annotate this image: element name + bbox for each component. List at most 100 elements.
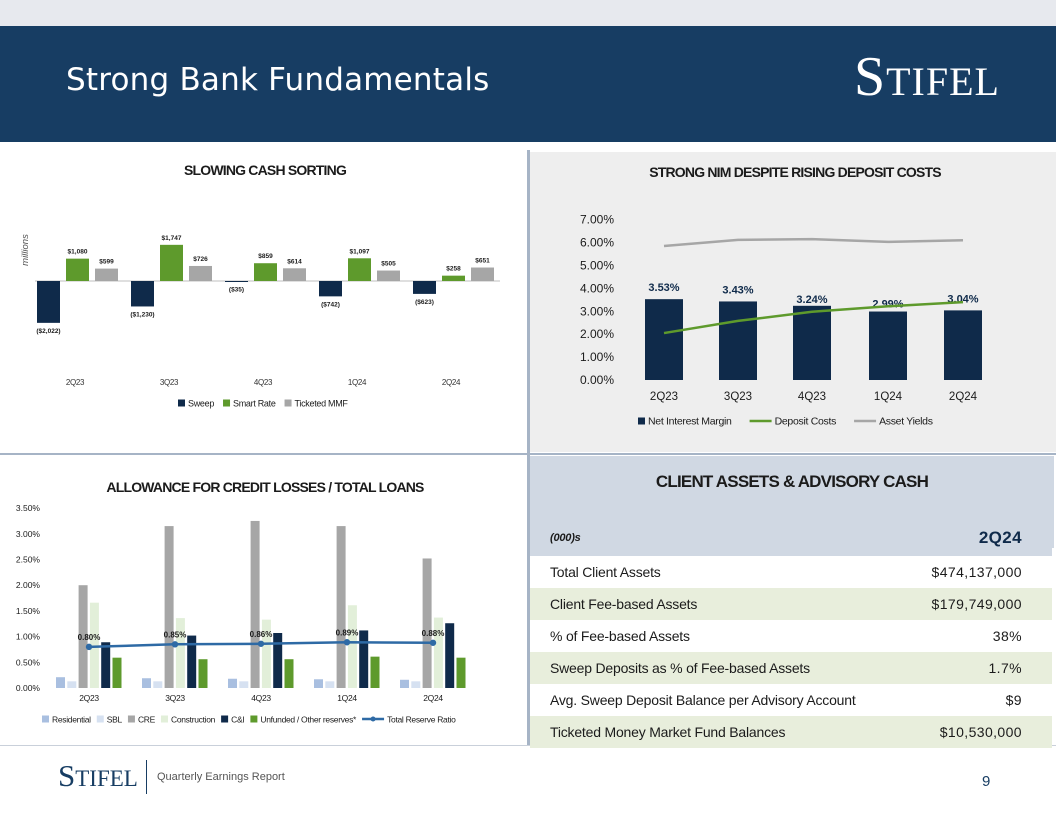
bar-ci: [359, 630, 369, 688]
bar-net-interest-margin: [719, 301, 757, 380]
footer-subtitle: Quarterly Earnings Report: [157, 771, 285, 783]
acl-title: ALLOWANCE FOR CREDIT LOSSES / TOTAL LOAN…: [106, 479, 424, 495]
bar-sweep: [131, 281, 154, 307]
legend-label: Unfunded / Other reserves*: [260, 715, 357, 725]
row-label: Client Fee-based Assets: [530, 588, 901, 620]
data-label: ($1,230): [130, 311, 154, 318]
legend-swatch: [42, 715, 49, 723]
legend-label: Net Interest Margin: [648, 416, 732, 428]
data-label: 0.86%: [250, 630, 273, 639]
reserve-marker: [429, 639, 437, 646]
footer-logo-rest: TIFEL: [75, 766, 138, 791]
reserve-marker: [171, 641, 179, 648]
footer-divider: [0, 745, 1056, 746]
bar-construction: [89, 602, 99, 688]
cash-sorting-title: SLOWING CASH SORTING: [183, 162, 347, 178]
bar-sbl: [411, 681, 421, 688]
bar-unfunded: [198, 659, 208, 688]
bar-ticketed-mmf: [471, 267, 494, 281]
x-tick-label: 3Q23: [165, 693, 185, 703]
vertical-divider: [527, 150, 530, 746]
client-assets-title: CLIENT ASSETS & ADVISORY CASH: [655, 472, 929, 491]
row-label: Avg. Sweep Deposit Balance per Advisory …: [530, 684, 901, 716]
row-value: $10,530,000: [900, 716, 1052, 748]
unit-label: (000)s: [530, 520, 901, 556]
legend-label: Total Reserve Ratio: [387, 715, 456, 725]
y-tick-label: 6.00%: [580, 236, 614, 250]
bar-net-interest-margin: [645, 299, 683, 380]
footer-separator: [146, 760, 147, 794]
legend-label: C&I: [231, 715, 244, 725]
y-tick-label: 0.00%: [580, 373, 614, 387]
y-tick-label: 0.50%: [16, 657, 41, 667]
data-label: $258: [446, 266, 461, 273]
data-label: 0.85%: [164, 630, 187, 639]
legend-label: Deposit Costs: [775, 416, 837, 428]
x-tick-label: 4Q23: [254, 378, 273, 387]
legend-swatch: [638, 417, 645, 425]
y-tick-label: 2.00%: [16, 580, 41, 590]
x-tick-label: 4Q23: [798, 391, 826, 403]
legend-label: Sweep: [188, 399, 214, 409]
row-value: $9: [900, 684, 1052, 716]
table-row: Total Client Assets $474,137,000: [530, 556, 1052, 588]
bar-ci: [101, 642, 111, 688]
legend-label: CRE: [138, 715, 156, 725]
horizontal-divider-right: [530, 453, 1056, 455]
column-header: 2Q24: [900, 520, 1052, 556]
data-label: ($2,022): [36, 328, 60, 335]
data-label: $505: [381, 261, 396, 268]
row-label: Ticketed Money Market Fund Balances: [530, 716, 901, 748]
x-tick-label: 2Q24: [949, 391, 978, 403]
client-assets-table: (000)s 2Q24 Total Client Assets $474,137…: [530, 520, 1052, 748]
line-deposit-costs: [663, 300, 964, 335]
bar-sweep: [225, 281, 248, 282]
y-tick-label: 2.00%: [580, 327, 614, 341]
y-tick-label: 3.50%: [16, 503, 41, 513]
legend-label: Residential: [52, 715, 91, 725]
y-axis-label: millions: [20, 234, 31, 266]
acl-chart: 3.50% 3.00% 2.50% 2.00% 1.50% 1.00% 0.50% 0.00%…: [16, 503, 466, 725]
legend-swatch: [160, 715, 168, 723]
horizontal-divider-left: [0, 453, 527, 455]
x-tick-label: 2Q24: [442, 378, 461, 387]
bar-cre: [164, 526, 174, 688]
page-number: 9: [982, 773, 991, 790]
page-title: Strong Bank Fundamentals: [66, 62, 490, 98]
bar-cre: [336, 526, 346, 688]
bar-sweep: [413, 281, 436, 294]
legend-label: Asset Yields: [879, 416, 933, 428]
bar-sbl: [239, 681, 249, 688]
y-tick-label: 3.00%: [580, 304, 614, 318]
bar-unfunded: [284, 659, 294, 688]
y-tick-label: 3.00%: [16, 529, 41, 539]
legend-swatch: [96, 715, 104, 723]
data-label: $1,097: [350, 248, 370, 255]
stifel-logo: STIFEL: [854, 49, 1000, 105]
legend-marker: [370, 716, 376, 722]
table-row: % of Fee-based Assets 38%: [530, 620, 1052, 652]
row-label: Total Client Assets: [530, 556, 901, 588]
data-label: 0.88%: [422, 629, 445, 638]
bar-smart-rate: [254, 263, 277, 281]
row-value: 38%: [900, 620, 1052, 652]
bar-unfunded: [456, 657, 466, 688]
bar-residential: [56, 677, 65, 688]
data-label: 0.89%: [336, 628, 359, 637]
x-tick-label: 2Q23: [79, 693, 99, 703]
y-tick-label: 5.00%: [580, 259, 614, 273]
bar-smart-rate: [442, 275, 465, 281]
y-tick-label: 1.50%: [16, 606, 41, 616]
bar-ticketed-mmf: [189, 265, 212, 281]
row-label: % of Fee-based Assets: [530, 620, 901, 652]
table-header-row: (000)s 2Q24: [530, 520, 1052, 556]
row-value: 1.7%: [900, 652, 1052, 684]
nim-chart: 7.00% 6.00% 5.00% 4.00% 3.00% 2.00% 1.00% 0.00%…: [580, 213, 982, 428]
table-row: Client Fee-based Assets $179,749,000: [530, 588, 1052, 620]
bar-construction: [175, 618, 185, 688]
x-tick-label: 3Q23: [724, 391, 752, 403]
cash-sorting-chart: millions ($2,022) $1,080 $599 2Q23 ($1,230) $1…: [20, 234, 500, 409]
data-label: 3.43%: [722, 284, 753, 296]
bar-construction: [261, 619, 271, 688]
bar-residential: [142, 678, 151, 688]
